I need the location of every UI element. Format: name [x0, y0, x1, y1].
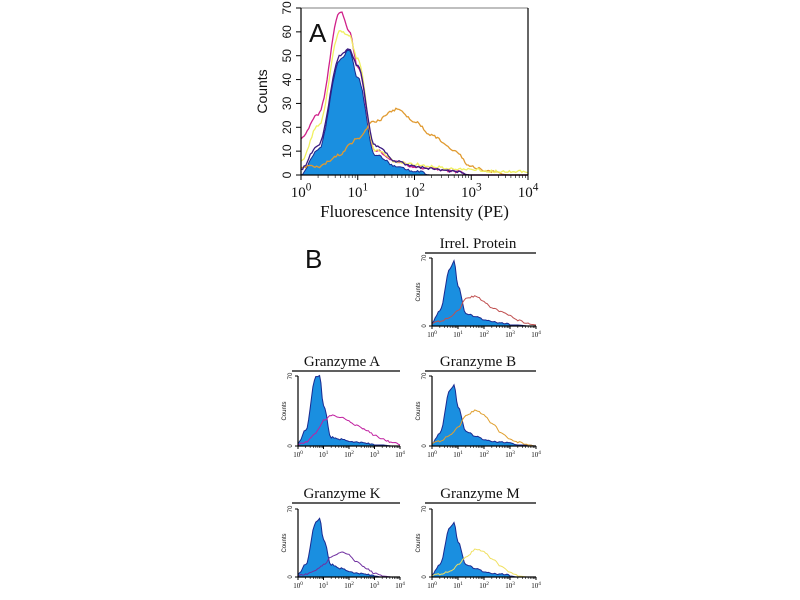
y-axis-label: Counts — [416, 533, 422, 552]
x-tick-label: 103 — [505, 581, 515, 590]
y-axis-label: Counts — [254, 69, 270, 113]
panel-granzyme-a: 100 101 102 103 104 0 70 Counts Granzyme A — [282, 354, 405, 459]
y-tick-label: 70 — [422, 254, 428, 261]
x-tick-label: 104 — [395, 450, 405, 459]
y-tick-label: 70 — [422, 372, 428, 379]
x-tick-label: 104 — [531, 581, 541, 590]
panel-title: Granzyme A — [304, 354, 380, 370]
x-tick-label: 101 — [453, 330, 463, 339]
y-axis-label: Counts — [416, 282, 422, 301]
series-line-histogram — [431, 409, 537, 447]
x-tick-label: 102 — [479, 581, 489, 590]
x-tick-label: 102 — [404, 181, 425, 201]
x-tick-label: 104 — [531, 330, 541, 339]
y-tick-label: 70 — [288, 372, 294, 379]
x-tick-label: 101 — [453, 581, 463, 590]
y-tick-label: 0 — [280, 171, 294, 178]
panel-title: Granzyme B — [440, 354, 516, 370]
series-filled-histogram — [431, 259, 536, 327]
y-tick-label: 60 — [280, 25, 294, 39]
x-tick-label: 103 — [505, 450, 515, 459]
y-tick-label: 20 — [280, 120, 294, 134]
y-tick-label: 30 — [280, 96, 294, 110]
x-tick-label: 102 — [344, 450, 354, 459]
x-tick-label: 103 — [505, 330, 515, 339]
y-axis-label: Counts — [282, 401, 288, 420]
y-axis-label: Counts — [282, 533, 288, 552]
y-axis-label: Counts — [416, 401, 422, 420]
panel-title: Irrel. Protein — [440, 236, 517, 252]
x-tick-label: 103 — [370, 450, 380, 459]
y-tick-label: 0 — [422, 575, 428, 579]
series-line-histogram — [431, 548, 536, 578]
x-tick-label: 101 — [347, 181, 368, 201]
y-tick-label: 70 — [422, 505, 428, 512]
panel-title: Granzyme K — [303, 486, 380, 502]
x-tick-label: 100 — [427, 330, 437, 339]
x-tick-label: 104 — [395, 581, 405, 590]
panel-granzyme-k: 100 101 102 103 104 0 70 Counts Granzyme K — [282, 486, 405, 590]
series-filled-histogram — [297, 374, 400, 447]
x-tick-label: 100 — [293, 450, 303, 459]
x-tick-label: 100 — [293, 581, 303, 590]
x-tick-label: 103 — [370, 581, 380, 590]
x-tick-label: 101 — [319, 581, 329, 590]
series-line-histogram — [297, 551, 400, 578]
x-tick-label: 100 — [427, 581, 437, 590]
y-tick-label: 50 — [280, 49, 294, 63]
y-tick-label: 0 — [288, 575, 294, 579]
y-tick-label: 0 — [422, 324, 428, 328]
x-tick-label: 104 — [531, 450, 541, 459]
y-tick-label: 40 — [280, 73, 294, 87]
y-tick-label: 0 — [288, 444, 294, 448]
panel-label-b: B — [305, 244, 322, 274]
x-tick-label: 104 — [518, 181, 539, 201]
panel-label-a: A — [309, 18, 327, 48]
y-tick-label: 10 — [280, 144, 294, 158]
y-tick-label: 70 — [280, 1, 294, 15]
series-line-histogram — [297, 414, 401, 446]
x-tick-label: 100 — [291, 181, 312, 201]
x-tick-label: 103 — [461, 181, 482, 201]
panel-granzyme-b: 100 101 102 103 104 0 70 Counts Granzyme B — [416, 354, 541, 459]
x-tick-label: 102 — [344, 581, 354, 590]
x-tick-label: 101 — [319, 450, 329, 459]
panel-a: 100 101 102 103 104 0 10 20 30 40 50 60 70 Counts Fluo… — [254, 1, 539, 221]
panel-granzyme-m: 100 101 102 103 104 0 70 Counts Granzyme M — [416, 486, 541, 590]
y-tick-label: 70 — [288, 505, 294, 512]
panel-title: Granzyme M — [440, 486, 520, 502]
x-tick-label: 101 — [453, 450, 463, 459]
x-tick-label: 102 — [479, 330, 489, 339]
x-axis-label: Fluorescence Intensity (PE) — [320, 202, 509, 221]
x-tick-label: 100 — [427, 450, 437, 459]
series-line-histogram — [431, 295, 537, 326]
x-tick-label: 102 — [479, 450, 489, 459]
y-tick-label: 0 — [422, 444, 428, 448]
panel-irrel-protein: 100 101 102 103 104 0 70 Counts Irrel. Protein B — [305, 236, 541, 339]
series-filled-histogram — [431, 383, 537, 447]
